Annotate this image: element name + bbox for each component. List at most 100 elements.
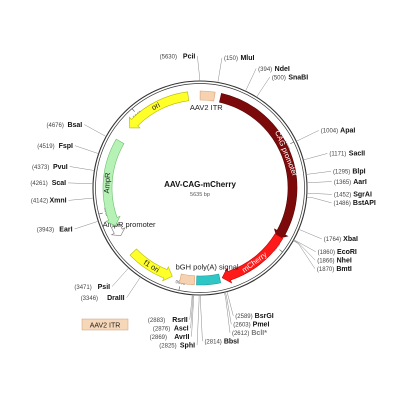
site-name: ScaI	[52, 180, 66, 187]
site-position: (1870)	[317, 267, 334, 273]
site-name: MluI	[240, 55, 254, 62]
site-name: FspI	[59, 143, 73, 150]
site-position: (1860)	[318, 250, 335, 256]
site-leader-line	[224, 292, 231, 333]
site-fspi[interactable]: FspI (4519)	[37, 143, 99, 154]
site-pvui[interactable]: PvuI (4373)	[32, 164, 95, 171]
site-name: BmtI	[336, 266, 352, 273]
feature-label-mcherry: mCherry	[240, 250, 269, 274]
site-rsrii[interactable]: RsrII (2883)	[148, 294, 193, 324]
site-name: SacII	[349, 151, 365, 158]
site-aari[interactable]: AarI(1365)	[306, 179, 367, 186]
site-position: (2883)	[148, 318, 165, 324]
site-mlui[interactable]: MluI(150)	[217, 55, 255, 83]
site-name: SnaBI	[288, 74, 308, 81]
site-nhei[interactable]: NheI(1866)	[293, 240, 352, 264]
feature-bgh-poly-a-signal[interactable]: bGH poly(A) signal	[176, 263, 239, 286]
site-position: (4676)	[47, 123, 64, 129]
feature-shape	[110, 223, 126, 237]
site-name: EarI	[59, 226, 72, 233]
site-position: (2589)	[235, 314, 252, 320]
site-name: AscI	[174, 325, 189, 332]
site-position: (2869)	[150, 335, 167, 341]
site-eari[interactable]: EarI (3943)	[37, 220, 99, 233]
site-name: XmnI	[49, 198, 66, 205]
feature-mcherry[interactable]: mCherry	[221, 233, 284, 284]
site-leader-line	[296, 130, 319, 142]
feature-cag-promoter[interactable]: CAG promoter	[219, 93, 300, 240]
site-name: BclI*	[251, 330, 267, 337]
site-name: PvuI	[53, 164, 68, 171]
feature-ampr-promoter[interactable]: AmpR promoter	[103, 220, 156, 237]
site-leader-line	[225, 291, 232, 325]
site-position: (2814)	[204, 340, 221, 346]
site-name: EcoRI	[337, 249, 357, 256]
site-position: (4261)	[30, 181, 47, 187]
itr-tag-box	[81, 318, 129, 331]
feature-label-aav2-itr: AAV2 ITR	[190, 103, 223, 112]
site-xbai[interactable]: XbaI(1764)	[298, 229, 358, 243]
site-scai[interactable]: ScaI (4261)	[30, 180, 94, 187]
site-name: PciI	[183, 53, 196, 60]
site-name: BstAPI	[353, 200, 376, 207]
site-bstapi[interactable]: BstAPI(1486)	[306, 196, 376, 207]
feature-aav2-itr[interactable]	[178, 273, 196, 286]
site-pcii[interactable]: PciI (5630)	[160, 53, 200, 82]
site-position: (1486)	[334, 201, 351, 207]
site-sphi[interactable]: SphI (2825)	[159, 294, 200, 349]
site-leader-line	[68, 197, 94, 201]
site-sacii[interactable]: SacII(1171)	[303, 151, 365, 161]
site-leader-line	[200, 294, 203, 342]
site-asci[interactable]: AscI (2876)	[153, 294, 194, 333]
site-position: (5630)	[160, 54, 177, 60]
site-psii[interactable]: PsiI (3471)	[74, 267, 129, 291]
site-xmni[interactable]: XmnI(4142)	[31, 198, 94, 205]
site-position: (2876)	[153, 326, 170, 332]
site-leader-line	[217, 57, 223, 83]
backbone-inner-circle	[95, 83, 305, 293]
site-position: (2612)	[232, 331, 249, 337]
site-sgrai[interactable]: SgrAI(1452)	[306, 192, 372, 199]
site-bsai[interactable]: BsaI(4676)	[47, 122, 107, 137]
site-ndei[interactable]: NdeI(394)	[245, 66, 290, 92]
site-position: (3346)	[81, 296, 98, 302]
site-bmti[interactable]: BmtI(1870)	[293, 240, 352, 273]
feature-f1-ori[interactable]: f1 ori	[129, 248, 173, 282]
feature-aav2-itr[interactable]: AAV2 ITR	[190, 90, 223, 112]
site-name: XbaI	[343, 236, 358, 243]
site-draiii[interactable]: DraIII (3346)	[81, 276, 141, 302]
site-leader-line	[293, 239, 316, 252]
site-leader-line	[190, 294, 194, 329]
site-leader-line	[306, 181, 332, 184]
feature-ori[interactable]: ori	[128, 91, 190, 129]
site-position: (1171)	[329, 152, 346, 158]
site-avrii[interactable]: AvrII (2869)	[150, 294, 195, 341]
site-name: BsrGI	[255, 313, 274, 320]
site-ecori[interactable]: EcoRI(1860)	[293, 239, 357, 256]
site-leader-line	[298, 229, 322, 240]
site-pmei[interactable]: PmeI(2603)	[225, 291, 269, 329]
site-apai[interactable]: ApaI(1004)	[296, 128, 355, 142]
site-leader-line	[256, 76, 271, 98]
site-position: (1365)	[334, 180, 351, 186]
site-leader-line	[306, 192, 332, 195]
site-blpi[interactable]: BlpI(1295)	[306, 169, 366, 176]
feature-ampr[interactable]: AmpR	[102, 138, 125, 227]
site-bbsi[interactable]: BbsI(2814)	[200, 294, 239, 346]
itr-tag[interactable]: AAV2 ITR	[81, 318, 129, 331]
site-position: (1004)	[321, 129, 338, 135]
site-bsrgi[interactable]: BsrGI(2589)	[226, 291, 274, 320]
site-name: NdeI	[275, 66, 290, 73]
site-leader-line	[306, 171, 331, 175]
restriction-sites: PciI (5630) MluI(150)NdeI(394)SnaBI(500) Ap…	[30, 53, 376, 349]
site-bcli[interactable]: BclI*(2612)	[224, 292, 267, 337]
feature-shape	[221, 233, 284, 284]
feature-label-ampr: AmpR	[102, 172, 112, 194]
site-snabi[interactable]: SnaBI(500)	[256, 74, 309, 98]
tick-mark	[178, 286, 180, 291]
tick-mark	[131, 108, 135, 112]
feature-shape	[199, 90, 216, 102]
site-leader-line	[74, 145, 99, 154]
site-name: AarI	[353, 179, 367, 186]
